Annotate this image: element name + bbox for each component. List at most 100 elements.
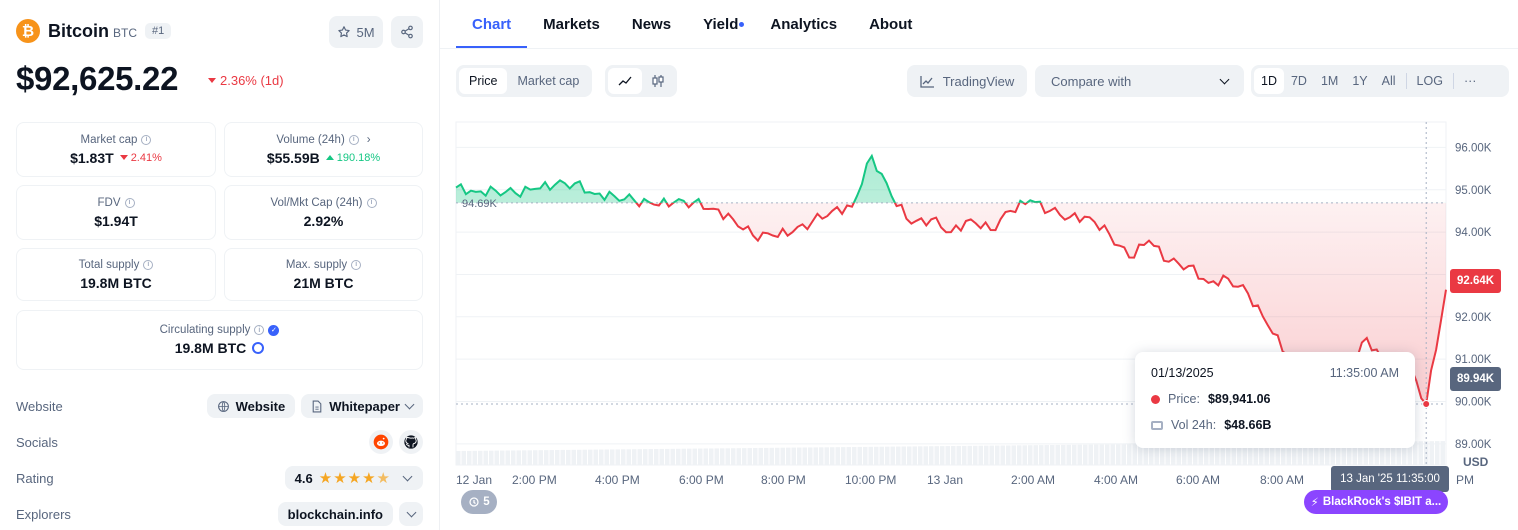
candlestick-toggle[interactable] [642,68,674,94]
volume-bar [500,450,505,465]
volume-bar [483,450,488,465]
share-button[interactable] [391,16,423,48]
volume-bar [1006,445,1011,465]
volume-bar [736,448,741,465]
volume-bar [1094,444,1099,465]
volume-bar [1435,441,1440,465]
volume-bar [978,445,983,465]
info-icon[interactable]: i [348,134,359,145]
line-chart-toggle[interactable] [608,68,642,94]
volume-bar [929,446,934,465]
volume-bar [670,448,675,465]
compare-with-select[interactable]: Compare with [1035,65,1244,97]
volume-bar [489,450,494,465]
volume-bar [973,445,978,465]
line-chart-icon [618,76,632,86]
news-event-pill[interactable]: ⚡ BlackRock's $IBIT a... [1304,490,1448,514]
reddit-icon[interactable] [369,430,393,454]
price-area-below-baseline [636,202,1446,404]
volume-bar [841,447,846,465]
detail-tabs: Chart Markets News Yield Analytics About [456,0,928,48]
website-label: Website [16,398,63,414]
volume-bar [566,449,571,465]
volume-bar [681,448,686,465]
explorers-dropdown-button[interactable] [399,502,423,526]
price-dot-icon [1151,394,1160,404]
volume-bar [1160,443,1165,465]
info-icon[interactable]: i [141,134,152,145]
y-tick-label: 95.00K [1455,185,1492,197]
info-icon[interactable]: i [366,197,377,208]
info-icon[interactable]: i [254,325,265,335]
tab-news[interactable]: News [631,15,672,33]
volume-bar [1286,442,1291,465]
volume-bar [1215,443,1220,465]
volume-bar [791,447,796,465]
volume-label: Volume (24h) [276,133,345,146]
explorer-link-label: blockchain.info [287,506,383,522]
socials-label: Socials [16,434,58,450]
tab-chart[interactable]: Chart [456,0,528,48]
tab-about[interactable]: About [869,15,913,33]
tab-markets[interactable]: Markets [543,15,600,33]
volume-bar [1083,444,1088,465]
volume-bar [797,447,802,465]
volume-bar [1127,444,1132,465]
whitepaper-button-label: Whitepaper [329,398,400,414]
tradingview-button[interactable]: TradingView [907,65,1027,97]
chevron-right-icon: › [366,133,371,146]
volume-bar [1242,443,1247,465]
market-cap-toggle[interactable]: Market cap [517,74,580,88]
explorer-link[interactable]: blockchain.info [277,502,393,526]
volume-bar [874,446,879,465]
whitepaper-button[interactable]: Whitepaper [301,394,423,418]
price-toggle[interactable]: Price [459,68,508,94]
range-1m[interactable]: 1M [1320,74,1339,88]
up-arrow-icon [325,155,334,160]
volume-bar [1358,441,1363,465]
currency-label: USD [1463,455,1489,469]
volume-bar [1374,441,1379,465]
volume-card[interactable]: Volume (24h) i › $55.59B 190.18% [224,122,423,177]
max-supply-card: Max. supply i 21M BTC [224,248,423,301]
volume-bar [725,448,730,465]
tab-yield[interactable]: Yield [687,0,754,48]
range-all[interactable]: All [1381,74,1396,88]
info-icon[interactable]: i [351,259,362,270]
y-tick-label: 90.00K [1455,396,1492,408]
max-supply-value: 21M BTC [293,274,354,291]
volume-bar [1385,441,1390,465]
volume-bar [1105,444,1110,465]
volume-bar [1198,443,1203,465]
fdv-card: FDV i $1.94T [16,185,216,240]
rating-expand[interactable] [397,468,417,488]
info-icon[interactable]: i [124,197,135,208]
rating-label: Rating [16,470,54,486]
info-icon[interactable]: i [143,259,154,270]
coin-header: ₿ Bitcoin BTC #1 [16,19,172,43]
volume-bar [643,449,648,465]
volume-bar [1176,443,1181,465]
current-price-badge: 92.64K [1450,269,1501,293]
more-options-button[interactable]: ··· [1463,74,1477,88]
events-history-button[interactable]: 5 [461,490,497,514]
volume-bar [494,450,499,465]
volume-bar [1303,442,1308,465]
volume-bar [1000,445,1005,465]
volume-bar [1297,442,1302,465]
range-7d[interactable]: 7D [1290,74,1307,88]
volume-bar [648,449,653,465]
tab-analytics[interactable]: Analytics [770,15,838,33]
rating-button[interactable]: 4.6 ★★★★★ [284,466,423,490]
log-scale-toggle[interactable]: LOG [1416,74,1443,88]
tradingview-chart-icon [920,75,934,88]
website-button[interactable]: Website [206,394,296,418]
volume-bar [1011,445,1016,465]
range-1y[interactable]: 1Y [1352,74,1368,88]
volume-bar [1226,443,1231,465]
volume-bar [1033,445,1038,465]
github-icon[interactable] [399,430,423,454]
watchlist-button[interactable]: 5M [329,16,383,48]
range-1d[interactable]: 1D [1254,68,1284,94]
events-count-value: 5 [483,496,490,508]
